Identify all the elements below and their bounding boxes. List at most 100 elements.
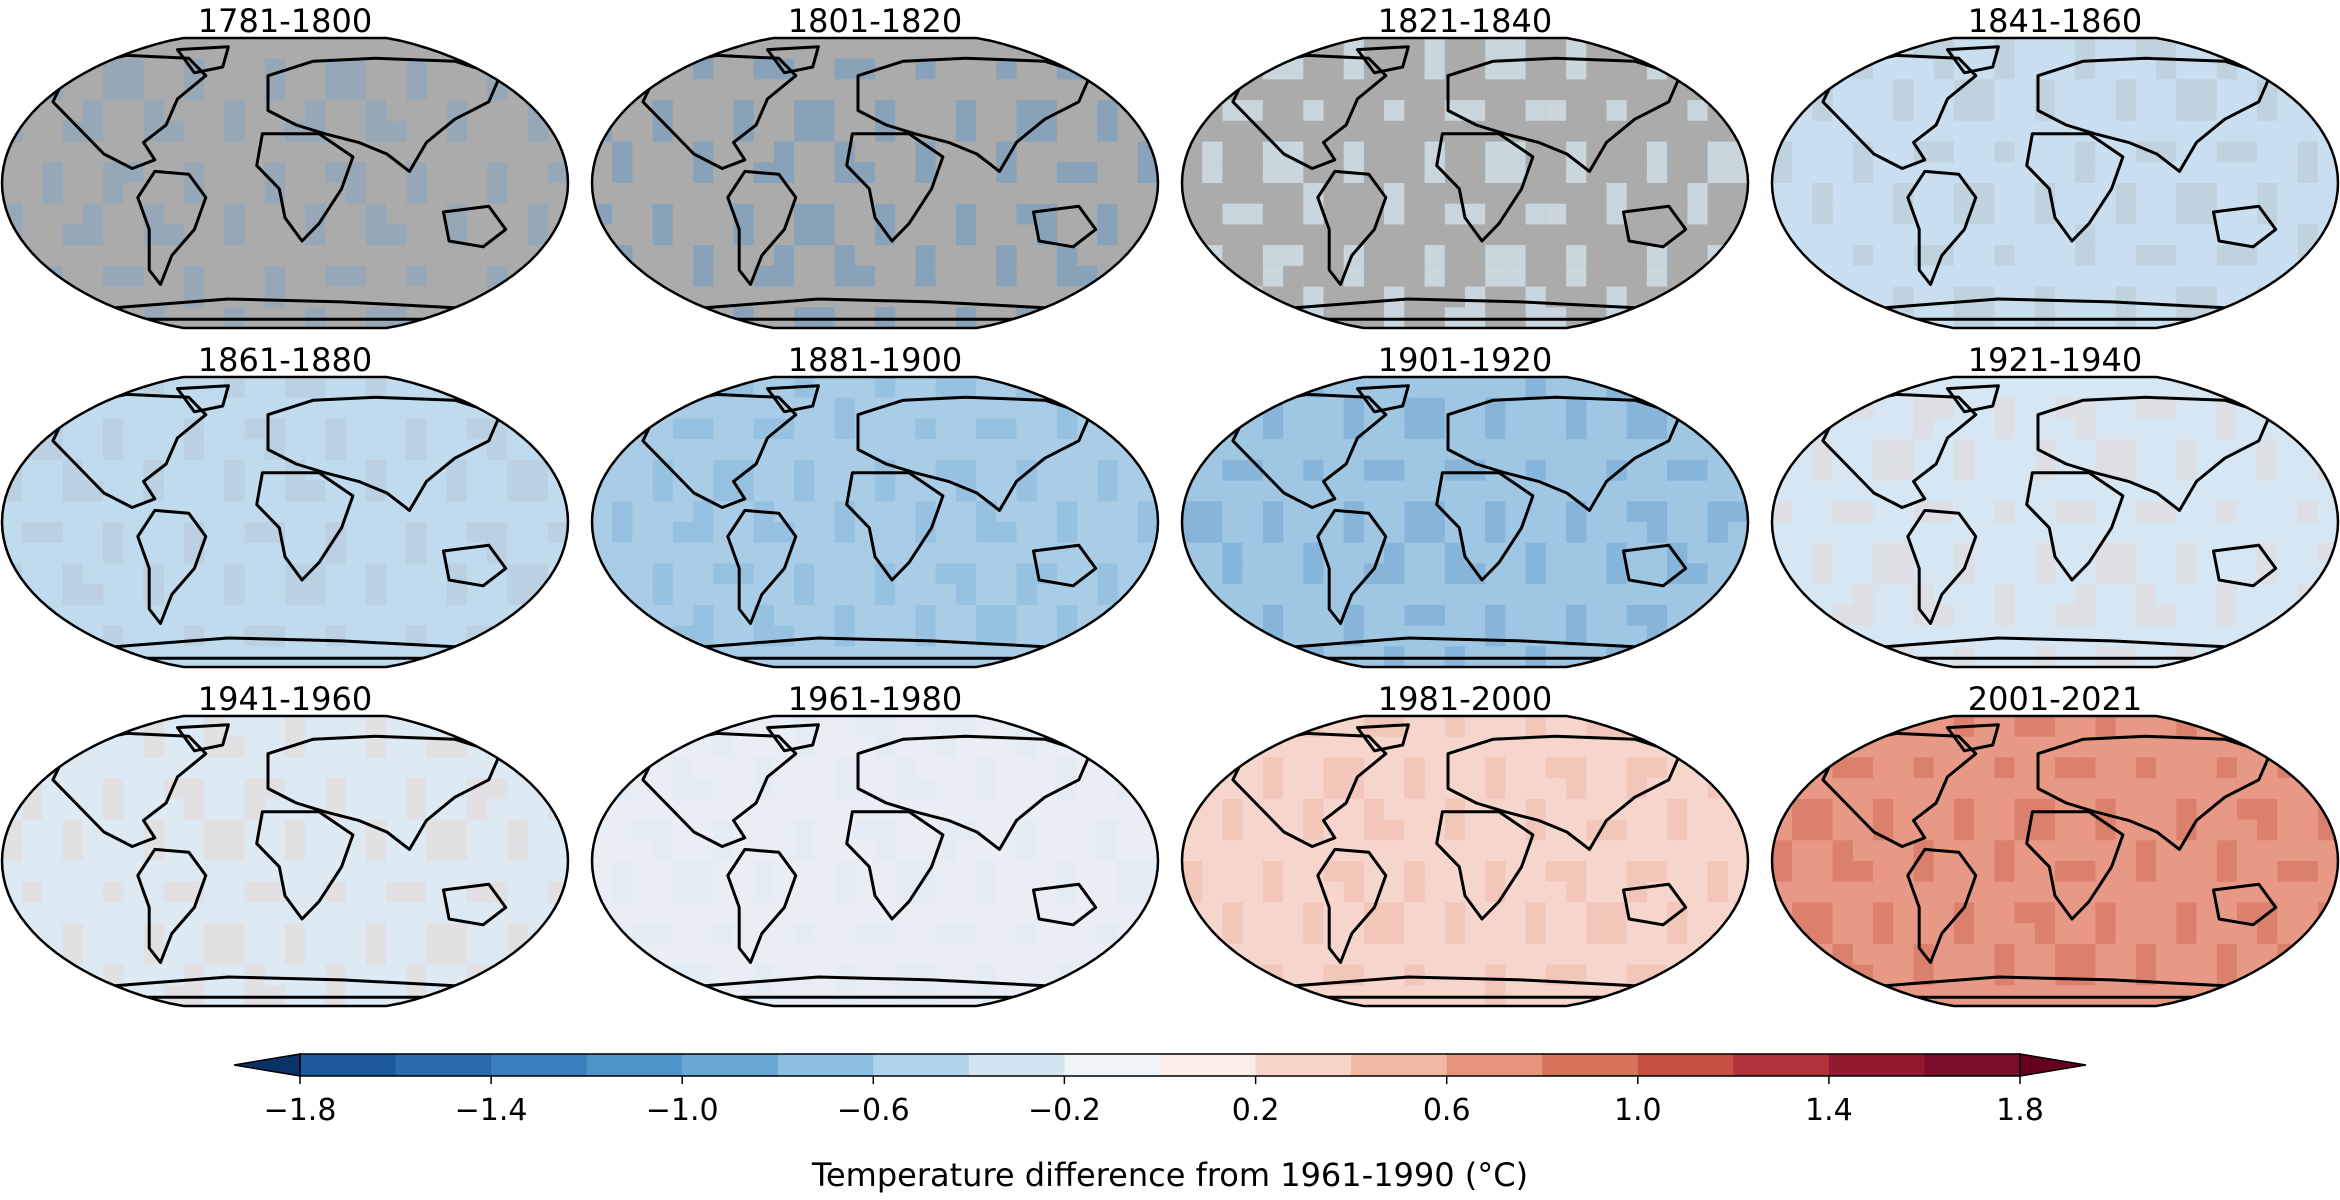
anomaly-cell: [1707, 38, 1728, 59]
anomaly-cell: [426, 819, 447, 841]
anomaly-cell: [1485, 757, 1506, 779]
anomaly-cell: [693, 245, 714, 266]
coastline: [1622, 543, 1688, 588]
anomaly-cell: [2075, 757, 2096, 779]
anomaly-cell: [345, 79, 366, 101]
map-border: [1180, 36, 1750, 330]
anomaly-cell: [2014, 798, 2035, 820]
anomaly-cell: [22, 985, 43, 1006]
anomaly-cell: [2135, 38, 2157, 59]
anomaly-cell: [834, 604, 855, 626]
anomaly-cell: [1953, 439, 1975, 460]
anomaly-cell: [1182, 604, 1203, 626]
anomaly-cell: [1707, 625, 1728, 647]
anomaly-cell: [527, 224, 548, 246]
anomaly-cell: [632, 923, 653, 944]
anomaly-cell: [915, 985, 936, 1006]
anomaly-cell: [2156, 397, 2177, 419]
anomaly-cell: [163, 985, 184, 1006]
anomaly-cell: [1646, 522, 1668, 543]
anomaly-cell: [1485, 861, 1506, 882]
anomaly-cell: [406, 881, 427, 903]
anomaly-cell: [2034, 563, 2055, 585]
anomaly-cell: [915, 265, 936, 287]
anomaly-cell: [1384, 307, 1405, 328]
anomaly-cell: [103, 265, 124, 287]
coastline: [845, 471, 945, 582]
anomaly-cell: [1707, 985, 1728, 1006]
anomaly-cell: [204, 840, 225, 861]
anomaly-cell: [183, 798, 205, 820]
anomaly-cell: [2297, 757, 2318, 779]
anomaly-cell: [345, 183, 366, 204]
anomaly-cell: [365, 584, 387, 605]
anomaly-cell: [1444, 542, 1465, 564]
anomaly-cell: [1222, 563, 1243, 585]
anomaly-cell: [2216, 604, 2237, 626]
anomaly-cell: [1953, 286, 1975, 308]
coastline: [51, 731, 208, 848]
anomaly-cell: [1117, 985, 1138, 1006]
anomaly-cell: [224, 120, 245, 142]
anomaly-cell: [1772, 757, 1793, 779]
anomaly-cell: [814, 120, 835, 142]
anomaly-cell: [1283, 162, 1304, 183]
anomaly-cell: [1667, 819, 1688, 841]
anomaly-cell: [386, 120, 407, 142]
panel-title: 1841-1860: [1968, 2, 2142, 40]
anomaly-cell: [1727, 38, 1748, 59]
anomaly-cell: [1137, 861, 1158, 882]
map-border: [1770, 714, 2340, 1008]
anomaly-cell: [1404, 778, 1425, 799]
anomaly-cell: [406, 798, 427, 820]
anomaly-cell: [2176, 100, 2197, 121]
anomaly-cell: [2, 923, 23, 944]
anomaly-cell: [1444, 563, 1465, 585]
anomaly-cell: [996, 604, 1017, 626]
colorbar-segment: [1446, 1054, 1543, 1076]
anomaly-cell: [143, 480, 164, 502]
anomaly-cell: [103, 625, 124, 647]
anomaly-cell: [1812, 459, 1833, 481]
coastline: [1435, 471, 1535, 582]
map-field: [2, 377, 568, 667]
anomaly-cell: [426, 736, 447, 758]
anomaly-cell: [693, 522, 714, 543]
anomaly-cell: [2034, 203, 2055, 225]
anomaly-cell: [1933, 58, 1954, 80]
anomaly-cell: [1667, 716, 1688, 737]
anomaly-cell: [1363, 902, 1385, 924]
anomaly-cell: [183, 286, 205, 308]
anomaly-cell: [1222, 819, 1243, 841]
anomaly-cell: [103, 778, 124, 799]
anomaly-cell: [1893, 542, 1914, 564]
anomaly-cell: [1994, 418, 2015, 440]
anomaly-cell: [285, 819, 306, 841]
anomaly-cell: [406, 522, 427, 543]
anomaly-cell: [2, 736, 23, 758]
anomaly-cell: [143, 923, 164, 944]
map-border: [1180, 375, 1750, 669]
anomaly-cell: [183, 625, 205, 647]
anomaly-cell: [2257, 923, 2278, 944]
coastline: [1356, 45, 1410, 75]
anomaly-cell: [224, 563, 245, 585]
anomaly-cell: [1016, 563, 1037, 585]
anomaly-cell: [1772, 38, 1793, 59]
anomaly-cell: [1363, 819, 1385, 841]
anomaly-cell: [1505, 58, 1526, 80]
anomaly-cell: [2297, 943, 2318, 965]
anomaly-cell: [1097, 377, 1118, 398]
anomaly-cell: [386, 224, 407, 246]
coastline: [136, 847, 208, 964]
anomaly-cell: [547, 964, 568, 986]
anomaly-cell: [2115, 307, 2136, 328]
anomaly-cell: [1384, 923, 1405, 944]
coastline: [1821, 731, 1978, 848]
coastline: [1316, 508, 1388, 625]
anomaly-cell: [1202, 162, 1223, 183]
anomaly-cell: [224, 923, 245, 944]
anomaly-cell: [1606, 183, 1627, 204]
anomaly-cell: [2075, 943, 2096, 965]
anomaly-cell: [834, 245, 855, 266]
